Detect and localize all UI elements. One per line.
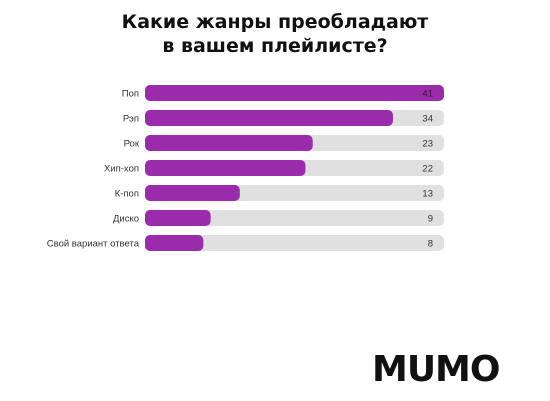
bar-track <box>145 235 444 251</box>
bar-row: Свой вариант ответа 8 <box>47 235 444 251</box>
category-label: Хип-хоп <box>104 164 139 175</box>
value-label: 13 <box>422 189 433 200</box>
category-label: К-поп <box>115 189 139 200</box>
category-label: Поп <box>122 89 139 100</box>
bar <box>145 235 204 251</box>
category-label: Рок <box>124 139 140 150</box>
mumo-logo: MUMO <box>372 349 500 388</box>
value-label: 22 <box>422 164 433 175</box>
bar <box>145 110 393 126</box>
bar-row: Рэп 34 <box>123 110 444 126</box>
bar-track <box>145 210 444 226</box>
category-label: Диско <box>113 214 139 225</box>
value-label: 8 <box>428 239 433 250</box>
chart-title-line-1: Какие жанры преобладают <box>121 11 429 33</box>
category-label: Рэп <box>123 114 139 125</box>
bar-row: Диско 9 <box>113 210 444 226</box>
bar <box>145 135 313 151</box>
bar-row: Хип-хоп 22 <box>104 160 444 176</box>
value-label: 34 <box>422 114 433 125</box>
bar <box>145 160 306 176</box>
chart-title: Какие жанры преобладают в вашем плейлист… <box>0 10 550 58</box>
bar-row: К-поп 13 <box>115 185 444 201</box>
bar <box>145 85 444 101</box>
category-label: Свой вариант ответа <box>47 239 140 250</box>
value-label: 23 <box>422 139 433 150</box>
bar-row: Поп 41 <box>122 85 444 101</box>
value-label: 41 <box>422 89 433 100</box>
logo-text: MUMO <box>372 349 499 388</box>
chart-title-line-2: в вашем плейлисте? <box>162 35 388 57</box>
bar <box>145 210 211 226</box>
bar <box>145 185 240 201</box>
value-label: 9 <box>428 214 433 225</box>
bar-row: Рок 23 <box>124 135 444 151</box>
